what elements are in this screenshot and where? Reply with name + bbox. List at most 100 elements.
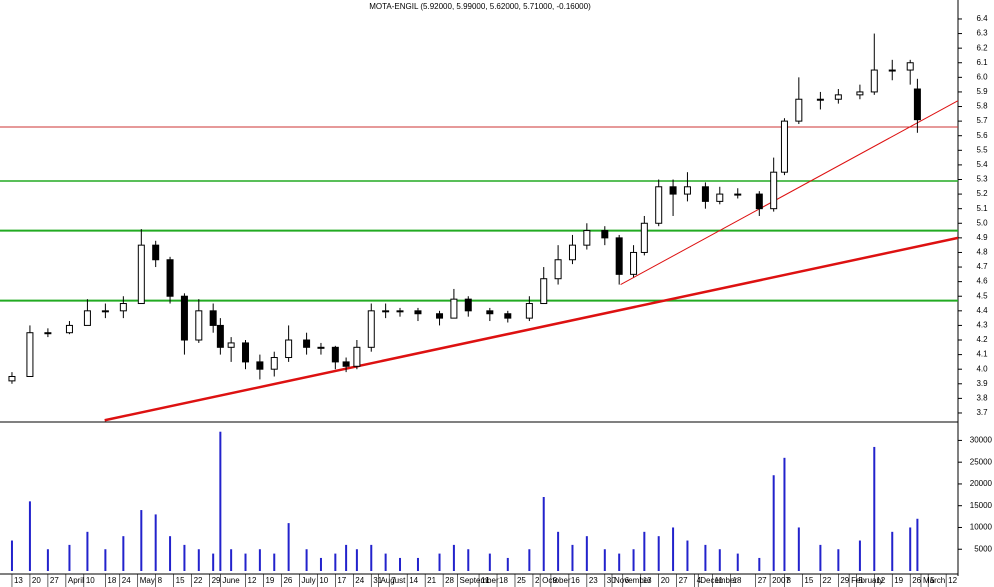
volume-bar: [305, 549, 308, 571]
x-tick-label: 11: [481, 576, 490, 585]
volume-bar: [603, 549, 606, 571]
candle-body: [913, 88, 921, 121]
x-tick-label: 13: [14, 576, 23, 585]
candle-body: [382, 310, 390, 313]
volume-bar: [212, 553, 215, 571]
y-tick-label: 4.4: [976, 306, 988, 315]
x-tick-label: March: [923, 576, 945, 585]
y-tick-label: 4.7: [976, 262, 988, 271]
x-tick-label: 19: [894, 576, 903, 585]
candle-body: [583, 230, 591, 246]
x-tick-label: 29: [212, 576, 221, 585]
candle-body: [270, 357, 278, 370]
candle-body: [26, 332, 34, 377]
x-tick-label: 26: [912, 576, 921, 585]
candle-body: [716, 193, 724, 202]
volume-bar: [28, 501, 31, 571]
y-tick-label: 5.6: [976, 131, 988, 140]
candle-body: [317, 346, 325, 349]
candle-body: [44, 332, 52, 335]
candle-body: [303, 339, 311, 348]
volume-tick-label: 15000: [970, 501, 993, 510]
volume-bar: [686, 540, 689, 571]
candle-body: [755, 193, 763, 210]
x-tick-label: May: [140, 576, 155, 585]
x-tick-label: 19: [265, 576, 274, 585]
volume-bar: [319, 557, 322, 571]
x-tick-label: 23: [589, 576, 598, 585]
candle-body: [734, 193, 742, 196]
volume-bar: [345, 544, 348, 571]
candle-body: [256, 361, 264, 370]
candle-body: [414, 310, 422, 315]
volume-bar: [273, 553, 276, 571]
y-tick-label: 6.3: [976, 29, 988, 38]
x-tick-label: 2: [535, 576, 540, 585]
x-tick-label: 12: [948, 576, 957, 585]
candle-body: [834, 94, 842, 100]
volume-bar: [46, 549, 49, 571]
x-tick-label: 28: [445, 576, 454, 585]
candle-body: [568, 244, 576, 261]
x-tick-label: 18: [499, 576, 508, 585]
candle-body: [450, 298, 458, 319]
candle-body: [166, 259, 174, 297]
x-tick-label: 22: [194, 576, 203, 585]
candle-body: [795, 98, 803, 122]
y-tick-label: 5.1: [976, 204, 988, 213]
x-tick-label: December: [700, 576, 737, 585]
volume-bar: [704, 544, 707, 571]
volume-bar: [797, 527, 800, 571]
candle-body: [906, 62, 914, 71]
x-tick-label: 12: [248, 576, 257, 585]
x-tick-label: August: [380, 576, 406, 585]
volume-bar: [618, 553, 621, 571]
x-tick-label: February: [851, 576, 883, 585]
y-tick-label: 4.9: [976, 233, 988, 242]
volume-bar: [230, 549, 233, 571]
volume-bar: [384, 553, 387, 571]
candle-body: [209, 310, 217, 326]
candle-body: [367, 310, 375, 348]
x-tick-label: 27: [758, 576, 767, 585]
y-tick-label: 6.1: [976, 58, 988, 67]
y-tick-label: 4.5: [976, 291, 988, 300]
x-tick-label: 24: [122, 576, 131, 585]
y-tick-label: 4.1: [976, 350, 988, 359]
x-tick-label: 31: [373, 576, 382, 585]
x-tick-label: 22: [822, 576, 831, 585]
volume-bar: [528, 549, 531, 571]
x-tick-label: 6: [625, 576, 630, 585]
candle-body: [227, 342, 235, 348]
x-tick-label: 27: [50, 576, 59, 585]
y-tick-label: 4.3: [976, 321, 988, 330]
x-tick-label: 5: [930, 576, 935, 585]
x-tick-label: 17: [337, 576, 346, 585]
candle-body: [436, 313, 444, 319]
volume-bar: [916, 518, 919, 571]
volume-bar: [585, 536, 588, 571]
volume-bar: [258, 549, 261, 571]
volume-bar: [837, 549, 840, 571]
volume-bar: [169, 536, 172, 571]
volume-bar: [122, 536, 125, 571]
x-tick-label: 18: [107, 576, 116, 585]
candle-body: [8, 375, 16, 382]
candle-body: [669, 186, 677, 195]
volume-bar: [370, 544, 373, 571]
volume-bar: [632, 549, 635, 571]
x-tick-label: October: [542, 576, 571, 585]
candle-body: [65, 324, 73, 334]
candle-body: [285, 339, 293, 359]
candle-body: [540, 278, 548, 305]
candle-body: [615, 237, 623, 275]
volume-bar: [86, 531, 89, 571]
volume-bar: [718, 549, 721, 571]
x-tick-label: 20: [661, 576, 670, 585]
volume-bar: [452, 544, 455, 571]
y-tick-label: 5.8: [976, 102, 988, 111]
candle-body: [780, 120, 788, 173]
volume-tick-label: 30000: [970, 436, 993, 445]
y-tick-label: 5.0: [976, 218, 988, 227]
